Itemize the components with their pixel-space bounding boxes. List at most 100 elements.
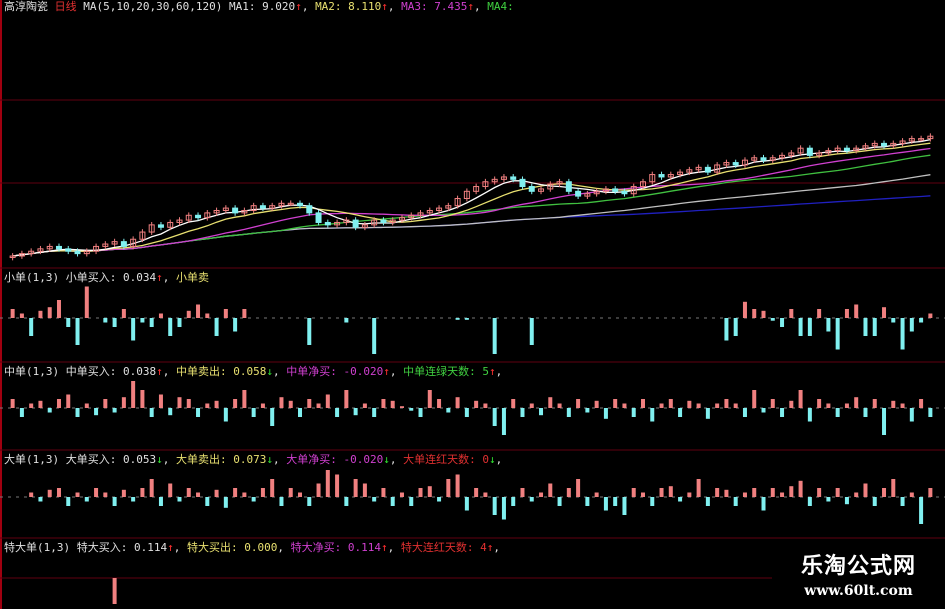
candle-body: [649, 174, 656, 183]
flow-bar: [279, 397, 284, 408]
candle-body: [343, 219, 350, 223]
stock-name: 高淳陶瓷: [4, 0, 48, 13]
candle-body: [83, 250, 90, 255]
flow-bar: [659, 403, 664, 408]
candle-body: [176, 219, 183, 223]
flow-bar: [770, 318, 775, 321]
candle-body: [93, 245, 100, 252]
flow-bar: [742, 408, 747, 417]
candle-body: [862, 145, 869, 149]
flow-bar: [140, 488, 145, 497]
candle-body: [28, 250, 35, 255]
candle-body: [371, 219, 378, 226]
flow-bar: [168, 408, 173, 416]
candle-body: [315, 212, 322, 223]
ma10-line: [12, 142, 931, 257]
flow-bar: [464, 408, 469, 417]
candle-body: [491, 178, 498, 183]
candle-body: [297, 202, 304, 207]
flow-bar: [94, 408, 99, 416]
flow-bar: [242, 390, 247, 408]
candle-body: [686, 169, 693, 173]
flow-bar: [900, 497, 905, 506]
flow-bar: [112, 408, 117, 413]
candle-body: [806, 147, 813, 156]
flow-bar: [427, 390, 432, 408]
candle-body: [213, 209, 220, 214]
flow-bar: [19, 408, 24, 417]
flow-bar: [872, 497, 877, 506]
flow-bar: [56, 300, 61, 318]
buy-value: 中单买入: 0.038: [65, 365, 157, 378]
flow-bar: [131, 318, 136, 341]
flow-bar: [66, 318, 71, 327]
flow-bar: [455, 318, 460, 320]
flow-bar: [650, 497, 655, 506]
flow-bar: [372, 408, 377, 417]
flow-bar: [594, 400, 599, 408]
flow-bar: [854, 304, 859, 318]
flow-bar: [437, 497, 442, 502]
flow-bar: [270, 408, 275, 426]
flow-bar: [10, 399, 15, 408]
days-value: 中单连绿天数: 5: [403, 365, 489, 378]
candle-body: [454, 198, 461, 207]
flow-bar: [260, 403, 265, 408]
flow-bar: [603, 408, 608, 419]
flow-bar: [919, 497, 924, 524]
candle-body: [380, 219, 387, 223]
flow-bar: [233, 488, 238, 497]
flow-bar: [640, 492, 645, 497]
flow-bar: [705, 408, 710, 419]
flow-bar: [752, 309, 757, 318]
flow-bar: [928, 313, 933, 318]
flow-bar: [446, 408, 451, 413]
flow-bar: [826, 403, 831, 408]
flow-bar: [288, 400, 293, 408]
flow-bar: [789, 309, 794, 318]
flow-bar: [798, 390, 803, 408]
candle-body: [445, 205, 452, 209]
buy-arrow: ↑: [156, 365, 163, 378]
flow-bar: [205, 497, 210, 506]
flow-bar: [474, 488, 479, 497]
flow-bar: [84, 286, 89, 318]
flow-bar: [168, 318, 173, 336]
flow-bar: [780, 408, 785, 417]
candle-body: [639, 181, 646, 188]
flow-bar: [177, 318, 182, 327]
candle-body: [241, 209, 248, 214]
flow-bar: [112, 497, 117, 506]
candle-body: [111, 241, 118, 245]
ma5-line: [12, 138, 931, 257]
flow-bar: [307, 497, 312, 506]
flow-bar: [474, 400, 479, 408]
ma1-arrow: ↑: [295, 0, 302, 13]
flow-bar: [362, 403, 367, 408]
flow-bar: [186, 488, 191, 497]
flow-bar: [613, 497, 618, 506]
flow-bar: [381, 488, 386, 497]
flow-bar: [372, 318, 377, 354]
flow-bar: [696, 403, 701, 408]
flow-bar: [770, 488, 775, 497]
candle-body: [797, 147, 804, 154]
flow-bar: [891, 400, 896, 408]
panel-name: 特大单(1,3): [4, 541, 71, 554]
flow-bar: [29, 318, 34, 336]
candle-body: [324, 221, 331, 226]
flow-bar: [409, 408, 414, 411]
flow-bar: [501, 408, 506, 435]
candle-body: [120, 241, 127, 247]
sell-arrow: ↓: [266, 453, 273, 466]
flow-bar: [529, 497, 534, 502]
flow-bar: [409, 497, 414, 506]
flow-bar: [520, 408, 525, 417]
flow-bar: [817, 309, 822, 318]
period-label[interactable]: 日线: [54, 0, 77, 13]
candle-body: [74, 250, 81, 255]
flow-bar: [529, 318, 534, 345]
flow-bar: [10, 309, 15, 318]
candle-body: [334, 221, 341, 226]
